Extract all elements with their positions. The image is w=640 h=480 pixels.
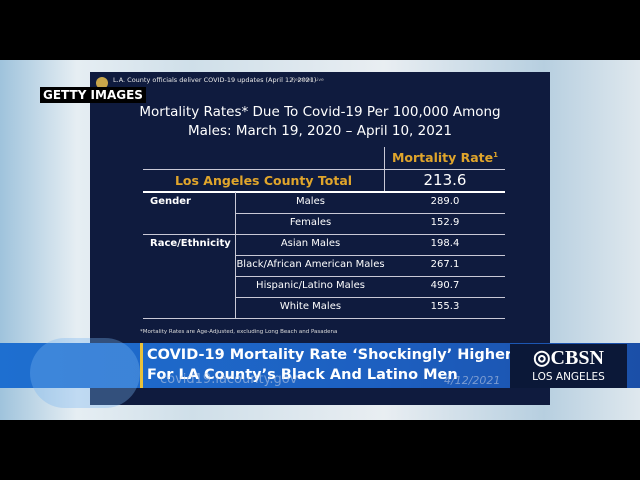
row-value: 267.1 [430,259,460,270]
video-title: L.A. County officials deliver COVID-19 u… [113,76,317,84]
video-status: Recorded Live [292,78,324,83]
footnote: *Mortality Rates are Age-Adjusted, exclu… [140,329,338,335]
row-label: Asian Males [280,238,341,249]
row-value: 289.0 [430,196,460,207]
rule [143,191,505,193]
logo-text: CBSN [550,347,604,369]
headline-line: For LA County’s Black And Latino Men [147,367,458,383]
rule [143,169,505,170]
header-text: Mortality Rate [391,150,494,165]
location: LOS ANGELES [532,371,605,383]
header-note: 1 [493,150,499,159]
title-line: Males: March 19, 2020 – April 10, 2021 [187,123,452,139]
column-header: Mortality Rate1 [385,150,505,165]
rule [384,147,385,191]
title-line: Mortality Rates* Due To Covid-19 Per 100… [139,104,501,120]
website: covid19.lacounty.gov [160,372,298,387]
headline-line: COVID-19 Mortality Rate ‘Shockingly’ Hig… [147,347,513,363]
row-label: Black/African American Males [236,259,385,270]
row-label: Hispanic/Latino Males [256,280,365,291]
accent-bar [140,343,143,388]
row-label: Females [289,217,332,228]
headline: COVID-19 Mortality Rate ‘Shockingly’ Hig… [147,345,512,385]
rule [236,213,505,214]
slide-date: 4/12/2021 [444,374,501,387]
rule [236,297,505,298]
total-value: 213.6 [423,171,467,189]
watermark: GETTY IMAGES [40,87,146,103]
row-value: 490.7 [430,280,460,291]
channel-icon [96,77,108,89]
rule [235,192,236,318]
logo-box [510,344,627,388]
row-value: 152.9 [430,217,460,228]
rule [143,318,505,319]
group-label: Gender [150,196,191,207]
row-value: 198.4 [430,238,460,249]
row-value: 155.3 [430,301,460,312]
rule [236,255,505,256]
slide-title: Mortality Rates* Due To Covid-19 Per 100… [90,103,550,141]
rule [236,276,505,277]
total-label: Los Angeles County Total [174,173,353,188]
rule [143,234,505,235]
row-label: White Males [279,301,342,312]
row-label: Males [296,196,325,207]
group-label: Race/Ethnicity [150,238,231,249]
logo: ◎CBSN [533,347,604,369]
cbs-eye-graphic [30,338,140,408]
